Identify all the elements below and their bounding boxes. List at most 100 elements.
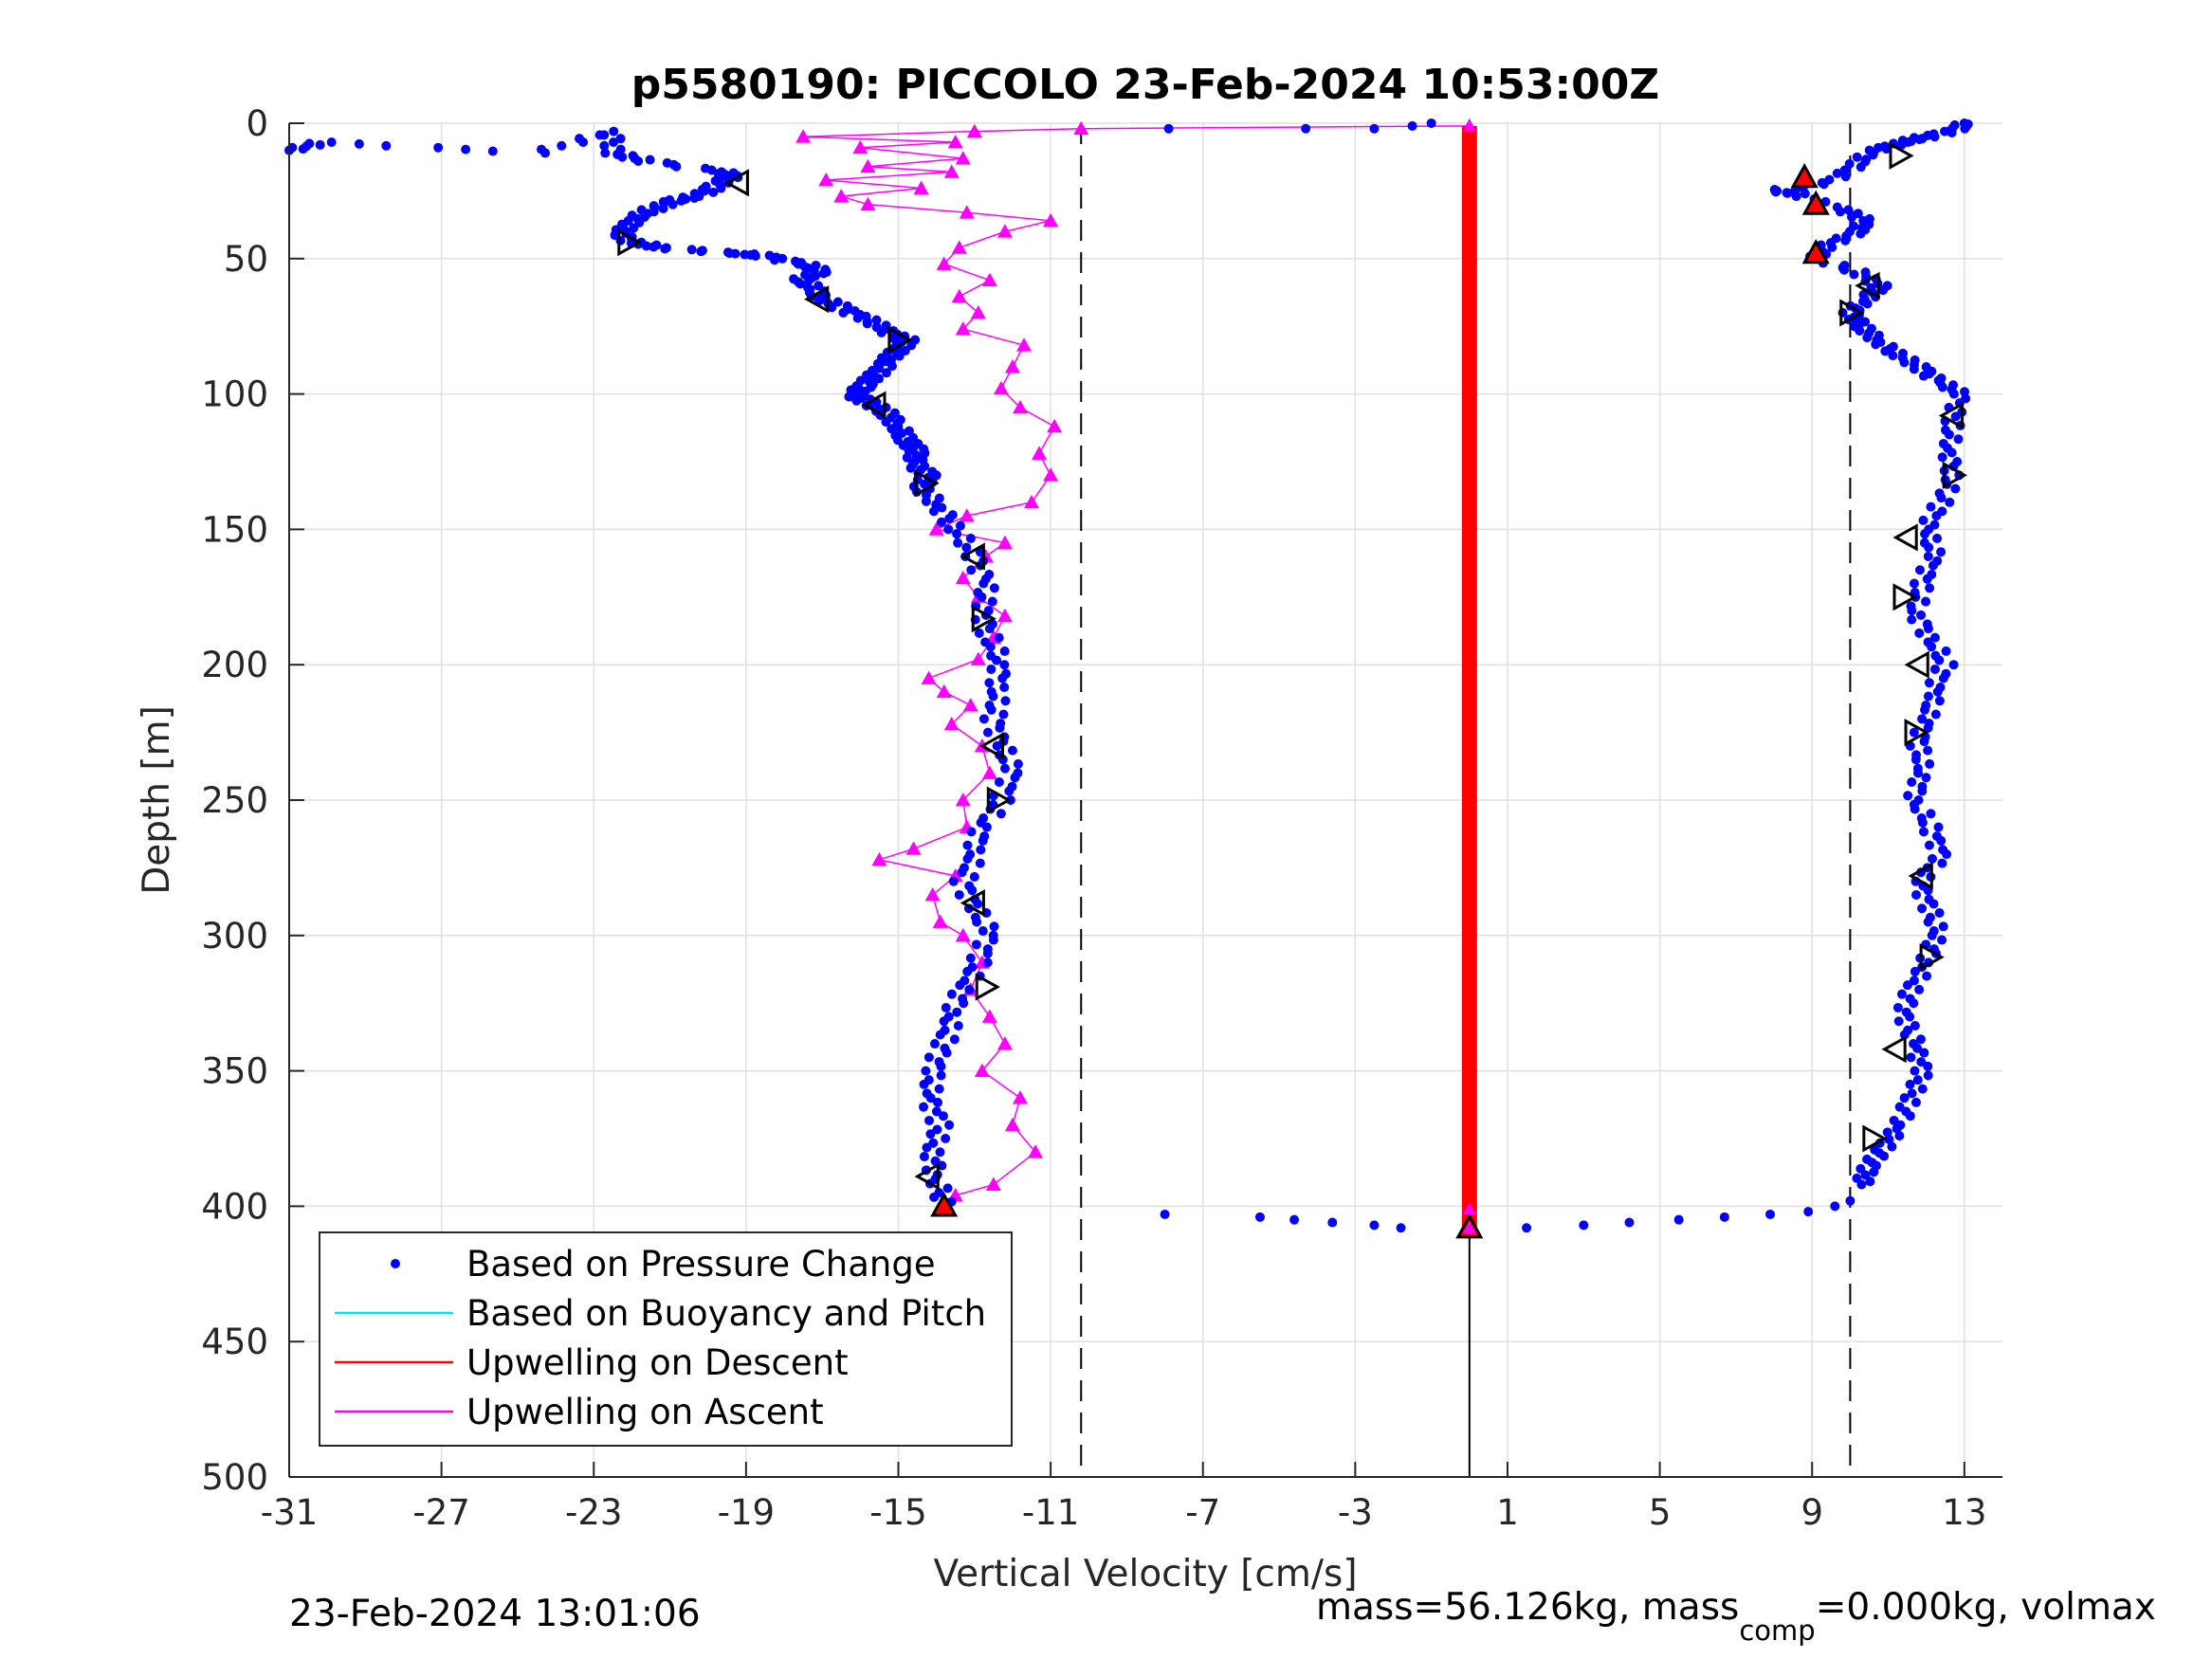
pressure-ascent-point — [1924, 719, 1934, 729]
pressure-descent-point — [989, 583, 999, 593]
pressure-descent-point — [936, 1070, 946, 1081]
legend-marker-pressure — [391, 1259, 400, 1268]
pressure-ascent-point — [1907, 776, 1917, 787]
pressure-descent-point — [838, 307, 849, 318]
upwelling-ascent-point — [1004, 359, 1020, 374]
pressure-ascent-point — [1924, 894, 1934, 904]
pressure-ascent-point — [1884, 1134, 1894, 1144]
ascent-marker — [1942, 461, 1967, 489]
pressure-ascent-point — [1937, 506, 1947, 517]
pressure-ascent-point — [1817, 177, 1827, 188]
pressure-bottom-point — [1369, 1220, 1380, 1231]
upwelling-ascent-point — [959, 205, 975, 219]
pressure-ascent-point — [1839, 260, 1850, 270]
footer-mass-info: mass=56.126kg, masscomp=0.000kg, volmax — [1316, 1586, 2156, 1647]
pressure-descent-point — [894, 351, 905, 361]
y-tick-label: 0 — [246, 103, 268, 144]
pressure-descent-point — [966, 565, 977, 575]
pressure-descent-point — [952, 1007, 962, 1017]
pressure-ascent-point — [1919, 1048, 1929, 1058]
pressure-descent-point — [852, 313, 863, 323]
pressure-ascent-point — [1860, 317, 1871, 327]
upwelling-ascent-marker — [1462, 1202, 1476, 1214]
pressure-descent-point — [973, 899, 983, 909]
pressure-descent-point — [964, 984, 975, 994]
pressure-descent-point — [887, 361, 897, 372]
pressure-descent-point — [919, 1152, 929, 1162]
upwelling-ascent-point — [1004, 1117, 1020, 1132]
pressure-descent-point — [804, 275, 814, 285]
axes-layer — [288, 122, 2002, 1478]
descent-marker — [723, 169, 749, 197]
pressure-ascent-point — [1923, 1061, 1933, 1071]
upwelling-ascent-point — [833, 189, 850, 203]
pressure-ascent-point — [1903, 1025, 1913, 1035]
y-tick-label: 300 — [201, 916, 268, 957]
upwelling-ascent-point — [996, 608, 1013, 623]
pressure-ascent-point — [1858, 289, 1869, 300]
pressure-ascent-point — [1929, 632, 1940, 643]
legend: Based on Pressure Change Based on Buoyan… — [319, 1231, 1013, 1447]
pressure-ascent-point — [1903, 791, 1913, 801]
pressure-ascent-point — [1932, 533, 1943, 543]
x-tick-label: 9 — [1801, 1492, 1823, 1533]
pressure-ascent-point — [1924, 678, 1934, 688]
pressure-ascent-point — [1831, 233, 1841, 244]
upwelling-ascent-marker — [1462, 1221, 1476, 1233]
upwelling-ascent-point — [943, 164, 960, 178]
pressure-descent-point — [976, 845, 986, 855]
pressure-descent-point — [933, 1097, 943, 1107]
pressure-descent-point — [952, 529, 962, 539]
upwelling-ascent-point — [955, 793, 971, 807]
pressure-ascent-point — [1937, 935, 1947, 945]
pressure-descent-point — [966, 827, 977, 837]
pressure-descent-point — [994, 632, 1004, 643]
pressure-descent-point — [986, 664, 996, 674]
ascent-marker — [1904, 719, 1929, 747]
upwelling-ascent-point — [959, 508, 975, 522]
ascent-marker — [1892, 583, 1918, 611]
legend-label-buoyancy: Based on Buoyancy and Pitch — [466, 1293, 986, 1334]
pressure-bottom-point — [1522, 1223, 1532, 1233]
pressure-ascent-point — [1906, 601, 1916, 611]
pressure-ascent-point — [1837, 307, 1848, 318]
pressure-ascent-point — [1916, 813, 1927, 824]
pressure-descent-point — [557, 140, 567, 151]
pressure-ascent-point — [1921, 596, 1931, 607]
pressure-ascent-point — [1853, 209, 1863, 219]
pressure-bottom-point — [1160, 1209, 1170, 1219]
ascent-marker — [1892, 523, 1918, 552]
pressure-descent-point — [1000, 696, 1011, 706]
pressure-ascent-point — [1941, 646, 1951, 656]
pressure-ascent-point — [1914, 628, 1925, 638]
pressure-descent-point — [876, 327, 887, 337]
x-axis-label: Vertical Velocity [cm/s] — [933, 1553, 1357, 1595]
pressure-descent-point — [954, 889, 964, 900]
pressure-ascent-point — [1918, 827, 1929, 837]
upwelling-ascent-point — [1024, 494, 1040, 509]
x-tick-label: -31 — [261, 1492, 318, 1533]
upwelling-ascent-point — [996, 224, 1013, 238]
pressure-descent-point — [919, 1079, 929, 1089]
pressure-ascent-point — [1910, 966, 1920, 976]
pressure-ascent-point — [1945, 497, 1955, 507]
pressure-descent-point — [600, 148, 611, 158]
pressure-descent-point — [936, 1061, 946, 1071]
pressure-descent-point — [941, 1134, 951, 1143]
pressure-descent-point — [1010, 773, 1020, 783]
upwelling-ascent-point — [951, 240, 967, 254]
upwelling-descent-marker — [1790, 163, 1819, 189]
upwelling-ascent-point — [1043, 212, 1059, 228]
pressure-descent-point — [944, 1120, 955, 1130]
ascent-marker — [1862, 1124, 1888, 1153]
pressure-ascent-point — [1849, 269, 1859, 280]
pressure-ascent-point — [1912, 763, 1923, 774]
pressure-descent-point — [984, 624, 995, 634]
pressure-descent-point — [969, 871, 979, 882]
y-tick-label: 50 — [224, 239, 268, 280]
pressure-ascent-point — [1923, 551, 1933, 561]
upwelling-ascent-point — [974, 1063, 990, 1077]
pressure-ascent-point — [1940, 425, 1950, 435]
pressure-ascent-point — [1882, 281, 1892, 291]
